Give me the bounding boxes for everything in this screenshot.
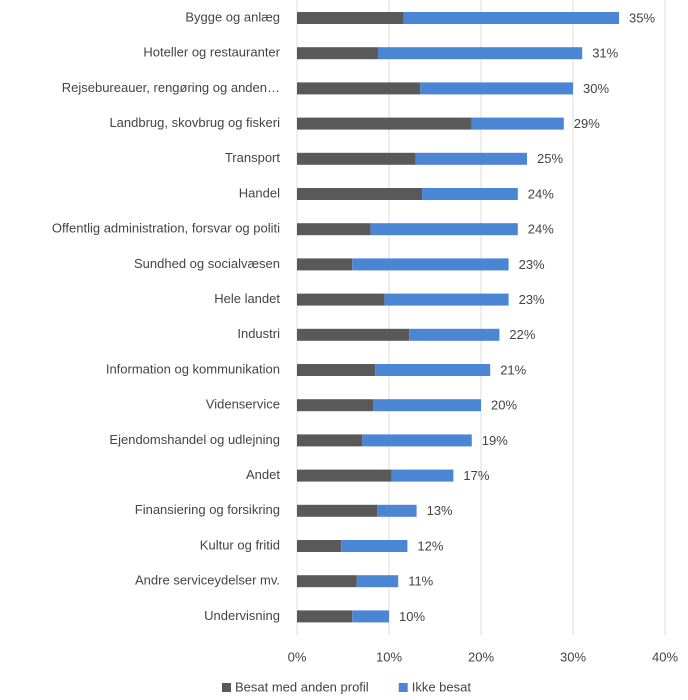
x-tick-label: 20%: [468, 649, 494, 664]
bar-segment: [297, 117, 472, 130]
bar-segment: [352, 610, 389, 623]
bar-segment: [297, 469, 392, 482]
bar-segment: [341, 540, 408, 552]
data-label: 20%: [491, 398, 517, 413]
data-label: 17%: [463, 468, 489, 483]
data-label: 12%: [417, 538, 443, 553]
bar-segment: [297, 610, 353, 623]
data-label: 10%: [399, 609, 425, 624]
legend-swatch: [398, 683, 408, 692]
data-label: 30%: [583, 81, 609, 96]
bar-segment: [297, 328, 410, 341]
y-tick-label: Industri: [237, 326, 280, 341]
bar-segment: [297, 258, 353, 271]
bar-segment: [297, 504, 378, 517]
data-label: 31%: [592, 46, 618, 61]
y-tick-label: Andre serviceydelser mv.: [135, 573, 280, 588]
y-tick-label: Videnservice: [206, 397, 280, 412]
data-label: 29%: [574, 116, 600, 131]
bar-segment: [384, 293, 509, 306]
data-label: 35%: [629, 10, 655, 25]
data-label: 24%: [528, 186, 554, 201]
bar-segment: [375, 364, 491, 376]
y-tick-label: Sundhed og socialvæsen: [134, 256, 280, 271]
y-tick-label: Andet: [246, 467, 280, 482]
x-tick-label: 0%: [288, 649, 307, 664]
bar-segment: [297, 152, 416, 165]
bar-segment: [362, 434, 472, 447]
y-tick-label: Information og kommunikation: [106, 361, 280, 376]
bar-segment: [297, 575, 357, 588]
bar-segment: [356, 575, 399, 588]
data-label: 24%: [528, 222, 554, 237]
bar-segment: [297, 47, 378, 60]
bar-segment: [420, 82, 573, 95]
data-label: 22%: [509, 327, 535, 342]
y-tick-label: Ejendomshandel og udlejning: [109, 432, 280, 447]
bar-segment: [352, 258, 509, 271]
y-tick-label: Undervisning: [204, 608, 280, 623]
bar-segment: [297, 293, 385, 306]
data-label: 21%: [500, 362, 526, 377]
bar-segment: [297, 12, 404, 24]
bar-segment: [297, 82, 421, 95]
y-tick-label: Handel: [239, 185, 280, 200]
y-tick-label: Transport: [225, 150, 281, 165]
bar-segment: [377, 47, 583, 60]
bar-segment: [297, 188, 423, 200]
bar-segment: [297, 364, 376, 376]
bar-segment: [409, 328, 500, 341]
bar-segment: [297, 223, 371, 236]
data-label: 23%: [519, 257, 545, 272]
data-label: 25%: [537, 151, 563, 166]
y-tick-label: Kultur og fritid: [200, 537, 280, 552]
bar-segment: [297, 434, 363, 447]
bar-segment: [403, 12, 619, 24]
bar-segment: [471, 117, 564, 130]
y-tick-label: Hele landet: [214, 291, 280, 306]
bar-segment: [297, 399, 374, 412]
bar-segment: [391, 469, 454, 482]
y-tick-label: Bygge og anlæg: [185, 9, 280, 24]
legend-swatch: [222, 683, 231, 692]
data-label: 11%: [408, 574, 433, 589]
y-tick-label: Hoteller og restauranter: [143, 45, 280, 60]
y-tick-label: Offentlig administration, forsvar og pol…: [52, 221, 280, 236]
bar-segment: [377, 504, 417, 517]
x-tick-label: 10%: [376, 649, 402, 664]
x-tick-label: 30%: [560, 649, 586, 664]
data-label: 23%: [519, 292, 545, 307]
data-label: 13%: [427, 503, 453, 518]
bar-segment: [297, 540, 342, 552]
data-label: 19%: [482, 433, 508, 448]
y-tick-label: Rejsebureauer, rengøring og anden…: [62, 80, 280, 95]
bar-segment: [370, 223, 518, 236]
bar-segment: [373, 399, 481, 412]
y-tick-label: Landbrug, skovbrug og fiskeri: [109, 115, 280, 130]
bar-segment: [422, 188, 518, 200]
x-tick-label: 40%: [652, 649, 678, 664]
legend-label: Ikke besat: [412, 679, 472, 694]
legend-label: Besat med anden profil: [235, 679, 369, 694]
y-tick-label: Finansiering og forsikring: [135, 502, 280, 517]
bar-segment: [415, 152, 527, 165]
